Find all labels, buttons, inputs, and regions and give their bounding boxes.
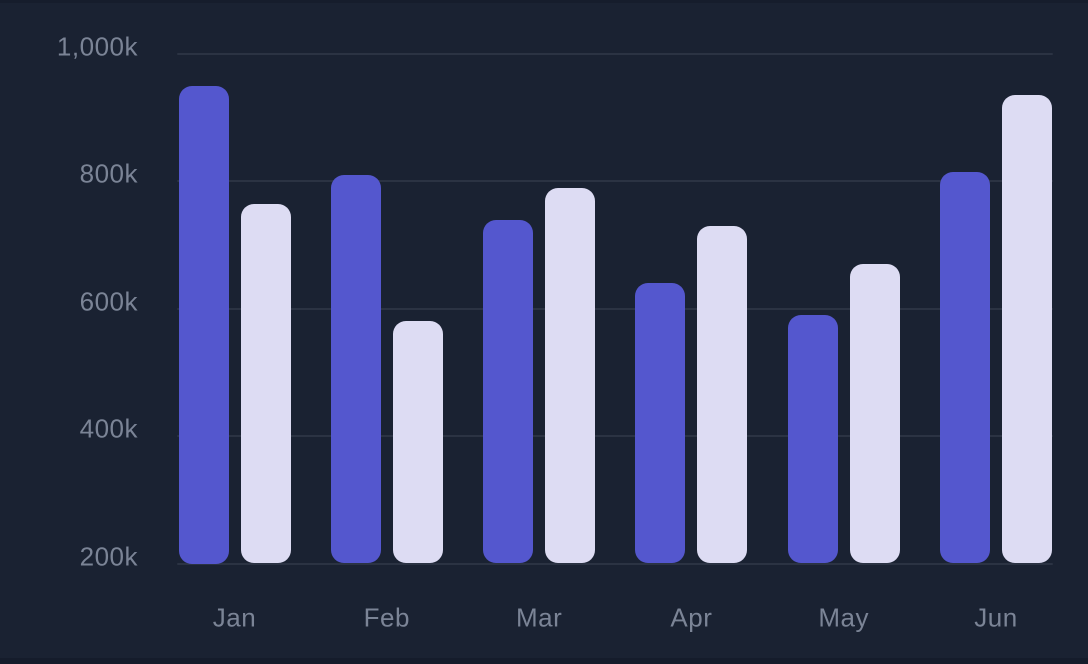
gridline-1,000k xyxy=(177,53,1053,55)
y-axis-tick-label: 600k xyxy=(79,286,138,317)
bar-jun-series-1-purple[interactable] xyxy=(940,171,990,564)
y-axis-tick-label: 1,000k xyxy=(56,31,138,62)
gridline-600k xyxy=(177,307,1053,310)
x-axis-tick-label: Feb xyxy=(363,602,410,633)
bar-may-series-2-lavender[interactable] xyxy=(849,264,900,564)
bar-jan-series-1-purple[interactable] xyxy=(178,85,229,564)
y-axis-tick-label: 800k xyxy=(79,158,138,189)
gridline-400k xyxy=(177,435,1053,438)
bar-feb-series-1-purple[interactable] xyxy=(330,175,381,564)
x-axis-tick-label: Jun xyxy=(974,602,1018,633)
gridline-200k xyxy=(177,562,1053,565)
x-axis-tick-label: Apr xyxy=(670,602,713,633)
x-axis-tick-label: Jan xyxy=(212,602,257,633)
bar-apr-series-1-purple[interactable] xyxy=(635,283,686,564)
bar-apr-series-2-lavender[interactable] xyxy=(697,225,748,564)
bar-jan-series-2-lavender[interactable] xyxy=(240,203,291,564)
bar-feb-series-2-lavender[interactable] xyxy=(392,321,443,564)
y-axis-tick-label: 400k xyxy=(79,413,138,444)
x-axis-tick-label: Mar xyxy=(515,602,563,633)
x-axis-tick-label: May xyxy=(818,602,869,633)
gridline-800k xyxy=(177,180,1053,183)
bar-may-series-1-purple[interactable] xyxy=(787,315,838,564)
bar-mar-series-1-purple[interactable] xyxy=(483,219,534,564)
bar-mar-series-2-lavender[interactable] xyxy=(545,187,596,564)
y-axis-tick-label: 200k xyxy=(79,541,138,571)
bar-jun-series-2-lavender[interactable] xyxy=(1002,95,1052,564)
